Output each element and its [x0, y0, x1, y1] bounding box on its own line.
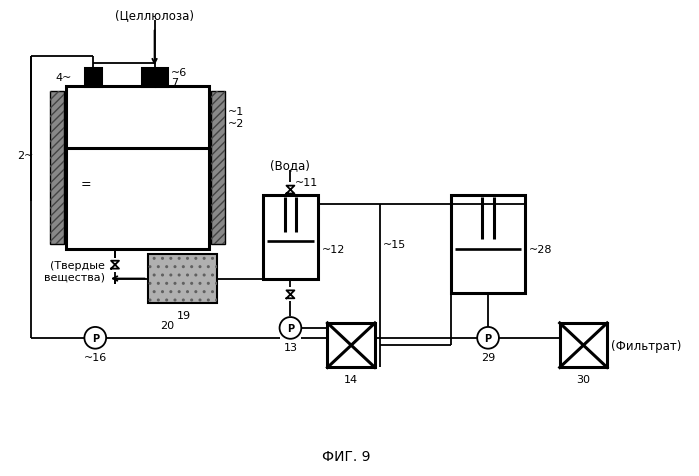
Text: ФИГ. 9: ФИГ. 9: [322, 449, 370, 464]
Bar: [156, 69, 167, 87]
Text: (Твердые
вещества): (Твердые вещества): [44, 260, 105, 282]
Bar: [560, 323, 607, 367]
Text: ~16: ~16: [84, 352, 107, 362]
Text: ~28: ~28: [529, 244, 553, 254]
Text: (Целлюлоза): (Целлюлоза): [115, 9, 194, 22]
Text: 20: 20: [160, 320, 175, 330]
Text: ~15: ~15: [383, 239, 406, 249]
Text: P: P: [92, 333, 99, 343]
Text: 30: 30: [577, 375, 591, 385]
Bar: [50, 91, 64, 244]
Text: 13: 13: [283, 342, 298, 352]
Bar: [142, 69, 154, 87]
Text: 14: 14: [344, 375, 359, 385]
Text: (Вода): (Вода): [271, 159, 310, 172]
Bar: [85, 69, 101, 87]
Text: ~12: ~12: [322, 244, 345, 254]
Bar: [264, 195, 317, 279]
Text: (Фильтрат): (Фильтрат): [611, 339, 682, 352]
Text: 19: 19: [177, 310, 192, 320]
Bar: [451, 195, 525, 294]
Text: ~1: ~1: [228, 106, 244, 116]
Text: P: P: [484, 333, 491, 343]
Bar: [211, 91, 224, 244]
Circle shape: [477, 327, 499, 349]
Text: ~6: ~6: [171, 68, 187, 78]
Text: ~2: ~2: [228, 119, 244, 129]
Bar: [147, 254, 217, 304]
Bar: [328, 323, 375, 367]
Circle shape: [85, 327, 106, 349]
Bar: [211, 91, 224, 244]
Text: 4~: 4~: [55, 73, 71, 83]
Bar: [66, 87, 209, 249]
Circle shape: [280, 317, 301, 339]
Text: 7: 7: [171, 78, 178, 88]
Bar: [50, 91, 64, 244]
Text: P: P: [287, 323, 294, 333]
Text: 29: 29: [481, 352, 495, 362]
Bar: [147, 254, 217, 304]
Text: ~11: ~11: [296, 177, 319, 187]
Text: 2~: 2~: [17, 151, 34, 160]
Text: =: =: [80, 178, 91, 191]
